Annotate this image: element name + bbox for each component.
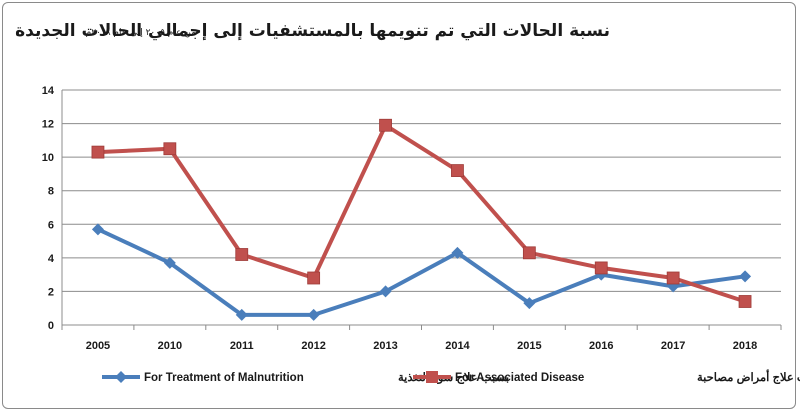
point-2-2010 [163, 142, 177, 156]
series-2 [91, 118, 752, 308]
x-tick-label-2013: 2013 [373, 340, 397, 352]
x-tick-labels: 2005 2010 2011 2012 2013 2014 2015 2016 2017 2018 [61, 325, 782, 352]
y-tick-label-10: 10 [42, 152, 54, 164]
y-tick-labels: 0 2 4 6 8 10 12 14 [42, 85, 55, 332]
point-1-2011 [235, 308, 248, 321]
point-1-2015 [523, 297, 536, 310]
y-tick-label-0: 0 [48, 320, 54, 332]
chart-frame [2, 2, 796, 409]
y-tick-label-2: 2 [48, 286, 54, 298]
x-tick-label-2016: 2016 [589, 340, 613, 352]
point-2-2016 [594, 261, 608, 275]
point-2-2013 [379, 118, 392, 132]
series-1 [91, 223, 752, 321]
y-tick-label-6: 6 [48, 219, 54, 231]
point-2-2018 [738, 295, 752, 308]
y-tick-label-12: 12 [42, 119, 54, 131]
x-tick-label-2018: 2018 [733, 340, 757, 352]
point-1-2018 [739, 270, 752, 283]
x-tick-label-2005: 2005 [86, 340, 110, 352]
legend-square-marker [426, 371, 438, 383]
point-2-2012 [307, 271, 321, 285]
point-2-2014 [451, 164, 464, 177]
y-tick-label-4: 4 [48, 253, 55, 265]
x-tick-label-2017: 2017 [661, 340, 685, 352]
legend-item-2: بسبب علاج أمراض مصاحبة For Associated Dis… [413, 369, 800, 385]
point-1-2012 [307, 308, 320, 321]
legend-label-en-1: For Treatment of Malnutrition [144, 372, 304, 384]
point-1-2005 [91, 223, 104, 236]
point-1-2014 [451, 246, 464, 259]
x-tick-label-2014: 2014 [445, 340, 470, 352]
series-line-1 [96, 227, 748, 317]
series-line-2 [96, 123, 748, 304]
point-2-2011 [235, 248, 249, 261]
legend-label-ar-2: بسبب علاج أمراض مصاحبة [697, 369, 800, 385]
point-2-2017 [666, 271, 680, 285]
x-tick-label-2010: 2010 [158, 340, 182, 352]
x-tick-label-2011: 2011 [230, 340, 254, 352]
y-tick-label-14: 14 [42, 85, 55, 97]
legend-item-1: بسبب علاج سوء التغذية For Treatment of Ma… [102, 371, 509, 385]
point-2-2005 [91, 145, 105, 159]
point-2-2015 [522, 246, 536, 260]
x-tick-label-2012: 2012 [301, 340, 325, 352]
chart-subtitle: من عام ٢٠٠٥ إلى عام ٢٠١٨م [85, 28, 196, 38]
point-1-2010 [163, 256, 176, 269]
legend-label-en-2: For Associated Disease [455, 372, 584, 384]
point-1-2013 [379, 285, 392, 298]
chart-title: نسبة الحالات التي تم تنويمها بالمستشفيات… [15, 21, 610, 41]
legend-diamond-marker [115, 371, 127, 383]
legend-label-ar-1: بسبب علاج سوء التغذية [398, 371, 509, 385]
series-group [91, 118, 752, 321]
legend: بسبب علاج سوء التغذية For Treatment of Ma… [102, 369, 800, 385]
y-tick-label-8: 8 [48, 186, 54, 198]
x-tick-label-2015: 2015 [517, 340, 541, 352]
